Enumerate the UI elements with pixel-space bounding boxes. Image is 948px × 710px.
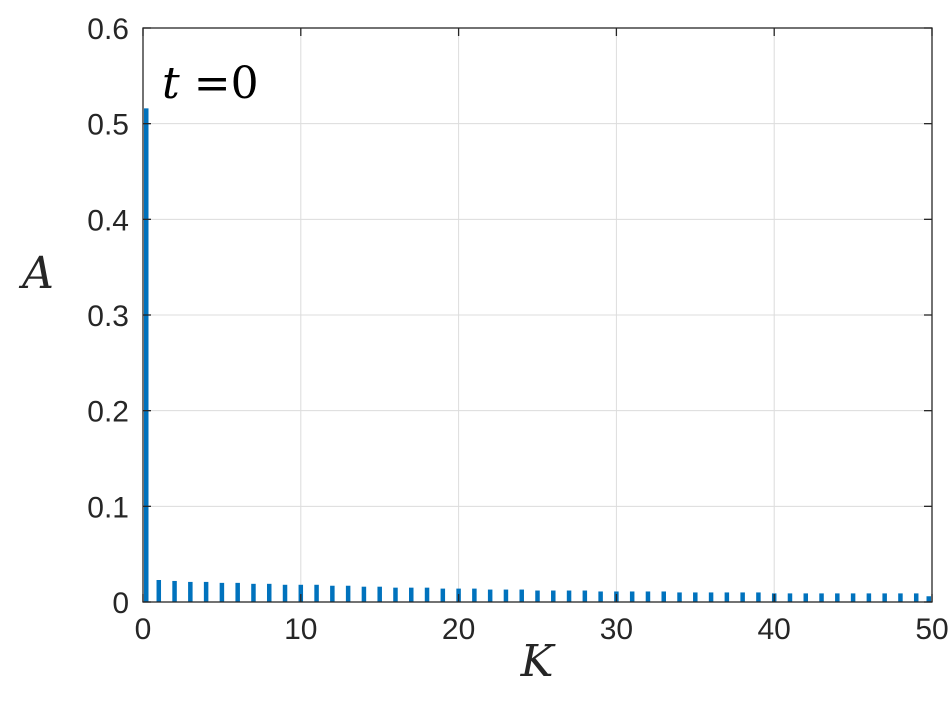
bar xyxy=(803,593,809,602)
bar xyxy=(377,586,382,602)
bar xyxy=(598,591,603,602)
x-tick-label: 50 xyxy=(915,613,948,646)
bar xyxy=(424,587,430,602)
bar xyxy=(172,580,177,602)
y-tick-label: 0 xyxy=(112,587,129,620)
bar xyxy=(693,592,698,602)
bar xyxy=(298,584,304,602)
bar xyxy=(819,593,824,602)
bar xyxy=(582,590,588,602)
bar xyxy=(409,587,414,602)
bar xyxy=(144,108,149,603)
bar xyxy=(393,587,398,602)
bar xyxy=(156,579,162,602)
y-axis-label: A xyxy=(18,248,54,299)
x-tick-label: 20 xyxy=(442,613,475,646)
bar xyxy=(203,581,209,602)
x-tick-label: 0 xyxy=(135,613,152,646)
bar xyxy=(345,585,351,602)
bar xyxy=(661,591,666,602)
bar xyxy=(740,592,745,602)
bar xyxy=(440,588,446,602)
bar xyxy=(266,583,272,602)
grid-lines xyxy=(143,28,932,602)
bar xyxy=(487,589,493,602)
y-tick-label: 0.6 xyxy=(87,13,129,46)
annotation-variable: t xyxy=(162,58,180,109)
bar xyxy=(188,581,193,602)
bar xyxy=(503,589,509,602)
bar xyxy=(708,592,714,602)
bar xyxy=(677,592,682,602)
annotation-value: 0 xyxy=(231,58,259,109)
bar xyxy=(519,589,524,602)
bar xyxy=(835,593,840,602)
bar xyxy=(629,591,635,602)
bar xyxy=(882,593,887,602)
y-axis-ticks: 0 0.1 0.2 0.3 0.4 0.5 0.6 xyxy=(87,13,932,620)
bar xyxy=(866,593,872,602)
y-tick-label: 0.3 xyxy=(87,300,129,333)
bar xyxy=(251,583,256,602)
y-tick-label: 0.4 xyxy=(87,204,129,237)
bar xyxy=(472,588,477,602)
bar xyxy=(282,584,288,602)
bar xyxy=(314,584,319,602)
bar xyxy=(787,593,793,602)
bar xyxy=(361,586,367,602)
bar xyxy=(235,582,240,602)
bar xyxy=(566,590,572,602)
bar xyxy=(926,596,931,602)
x-axis-label: K xyxy=(520,636,556,687)
y-tick-label: 0.5 xyxy=(87,109,129,142)
bar xyxy=(535,590,540,602)
bar xyxy=(850,593,856,602)
bar xyxy=(724,592,730,602)
annotation-operator: = xyxy=(194,58,231,109)
bar xyxy=(645,591,651,602)
bar xyxy=(898,593,903,602)
y-tick-label: 0.1 xyxy=(87,491,129,524)
bar xyxy=(913,593,919,602)
bar xyxy=(756,592,761,602)
bar xyxy=(219,582,225,602)
x-tick-label: 10 xyxy=(284,613,317,646)
x-axis-ticks: 0 10 20 30 40 50 xyxy=(135,28,948,646)
x-tick-label: 40 xyxy=(758,613,791,646)
bar xyxy=(330,585,335,602)
y-tick-label: 0.2 xyxy=(87,396,129,429)
bar xyxy=(551,590,556,602)
x-tick-label: 30 xyxy=(600,613,633,646)
time-annotation: t =0 xyxy=(162,58,259,109)
